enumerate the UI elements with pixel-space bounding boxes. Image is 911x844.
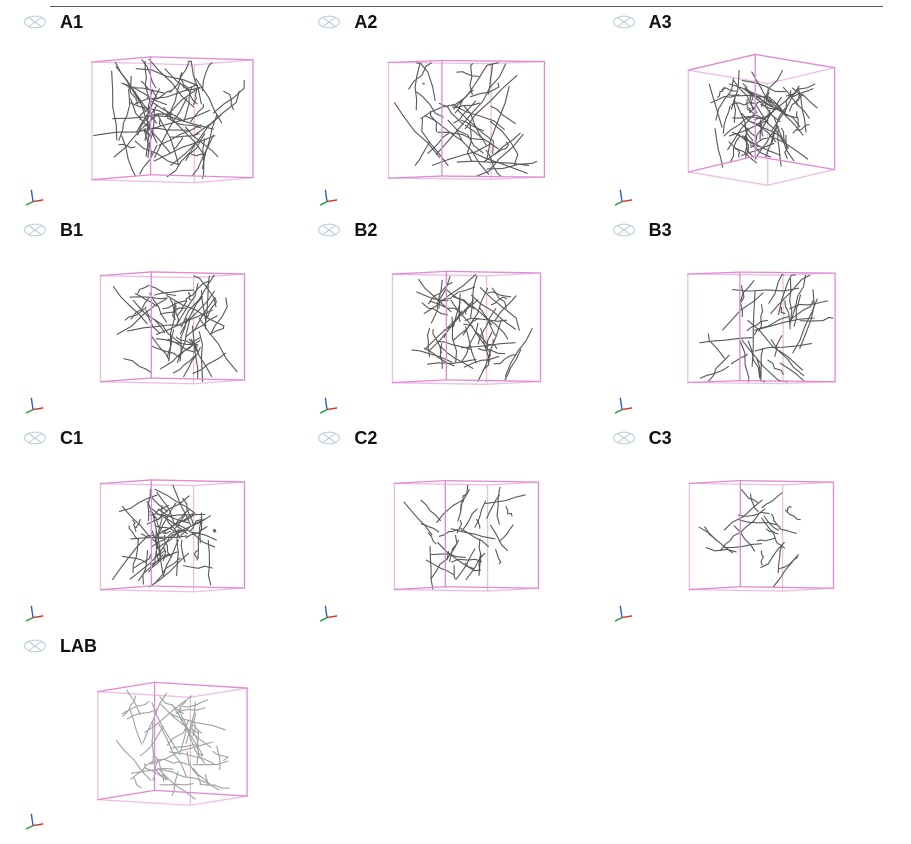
watermark-logo-icon xyxy=(316,12,342,32)
panel-A1: A1 xyxy=(20,10,302,210)
watermark-logo-icon xyxy=(22,428,48,448)
panel-C2-plot xyxy=(314,426,596,626)
panel-C3: C3 xyxy=(609,426,891,626)
panel-grid: A1 A2 A3 B1 B2 B3 C1 C2 C3 LAB xyxy=(0,0,911,844)
axis-triad-icon xyxy=(318,184,344,208)
figure-page: A1 A2 A3 B1 B2 B3 C1 C2 C3 LAB xyxy=(0,0,911,844)
panel-B2: B2 xyxy=(314,218,596,418)
axis-triad-icon xyxy=(24,808,50,832)
panel-C1: C1 xyxy=(20,426,302,626)
panel-B1-label: B1 xyxy=(60,220,83,241)
panel-B3: B3 xyxy=(609,218,891,418)
panel-A3-plot xyxy=(609,10,891,210)
watermark-logo-icon xyxy=(316,220,342,240)
panel-C2-label: C2 xyxy=(354,428,377,449)
panel-B3-label: B3 xyxy=(649,220,672,241)
axis-triad-icon xyxy=(613,600,639,624)
panel-A2: A2 xyxy=(314,10,596,210)
panel-A1-plot xyxy=(20,10,302,210)
watermark-logo-icon xyxy=(22,12,48,32)
panel-LAB-label: LAB xyxy=(60,636,97,657)
panel-B3-plot xyxy=(609,218,891,418)
axis-triad-icon xyxy=(318,600,344,624)
panel-C1-plot xyxy=(20,426,302,626)
axis-triad-icon xyxy=(24,392,50,416)
panel-B1: B1 xyxy=(20,218,302,418)
panel-A2-label: A2 xyxy=(354,12,377,33)
watermark-logo-icon xyxy=(22,636,48,656)
panel-LAB: LAB xyxy=(20,634,302,834)
panel-A3: A3 xyxy=(609,10,891,210)
panel-A3-label: A3 xyxy=(649,12,672,33)
panel-A2-plot xyxy=(314,10,596,210)
panel-B2-plot xyxy=(314,218,596,418)
top-rule xyxy=(50,6,883,7)
panel-C2: C2 xyxy=(314,426,596,626)
panel-LAB-plot xyxy=(20,634,302,834)
axis-triad-icon xyxy=(613,392,639,416)
panel-A1-label: A1 xyxy=(60,12,83,33)
axis-triad-icon xyxy=(24,184,50,208)
watermark-logo-icon xyxy=(611,220,637,240)
panel-C3-label: C3 xyxy=(649,428,672,449)
axis-triad-icon xyxy=(613,184,639,208)
watermark-logo-icon xyxy=(22,220,48,240)
panel-B2-label: B2 xyxy=(354,220,377,241)
watermark-logo-icon xyxy=(611,428,637,448)
axis-triad-icon xyxy=(24,600,50,624)
watermark-logo-icon xyxy=(316,428,342,448)
panel-C1-label: C1 xyxy=(60,428,83,449)
panel-C3-plot xyxy=(609,426,891,626)
axis-triad-icon xyxy=(318,392,344,416)
watermark-logo-icon xyxy=(611,12,637,32)
panel-B1-plot xyxy=(20,218,302,418)
